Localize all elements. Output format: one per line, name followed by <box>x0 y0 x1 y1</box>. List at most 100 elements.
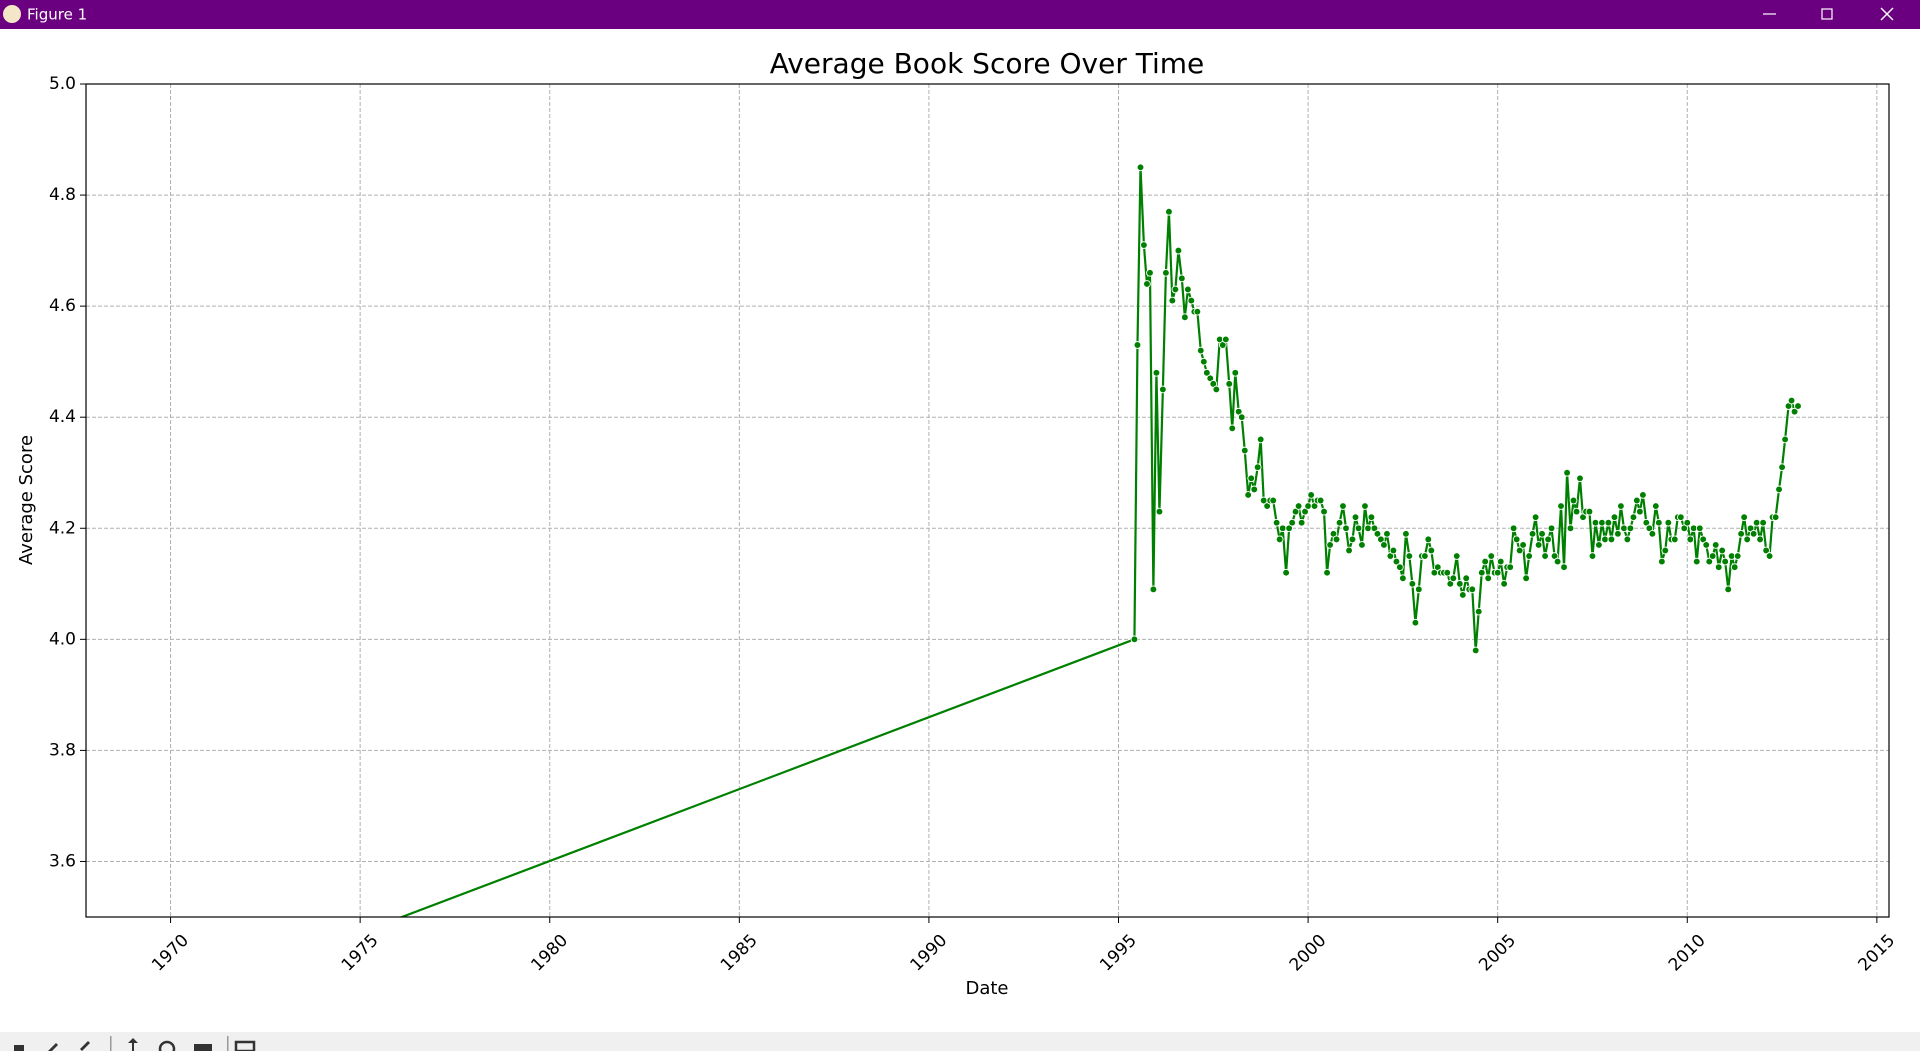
data-point <box>1705 557 1714 566</box>
data-point <box>1528 529 1537 538</box>
data-point <box>1392 557 1401 566</box>
data-point <box>1481 557 1490 566</box>
data-point <box>1294 502 1303 510</box>
data-point <box>1247 474 1256 483</box>
data-point <box>1676 513 1685 522</box>
data-point <box>1569 496 1578 505</box>
data-point <box>1165 207 1173 216</box>
data-point <box>1405 552 1414 560</box>
data-point <box>1515 546 1524 555</box>
data-point <box>1380 541 1388 549</box>
data-point <box>1534 541 1543 549</box>
data-point <box>1695 524 1704 533</box>
data-point <box>1389 546 1398 555</box>
data-point <box>1275 535 1284 544</box>
data-point <box>1636 507 1644 516</box>
y-axis-label: Average Score <box>16 435 37 565</box>
data-point <box>1187 296 1196 305</box>
data-point <box>1733 552 1742 560</box>
data-point <box>1181 313 1189 322</box>
data-point <box>1775 485 1783 494</box>
data-point <box>1787 396 1796 405</box>
data-point <box>1614 529 1622 538</box>
data-point <box>1342 524 1350 533</box>
data-point <box>1702 541 1711 549</box>
data-point <box>1237 413 1246 422</box>
data-point <box>1462 574 1471 583</box>
data-point <box>1563 468 1571 477</box>
restore-button[interactable] <box>1821 8 1833 20</box>
data-point <box>1629 513 1638 522</box>
data-point <box>1560 563 1568 571</box>
x-tick-label: 1995 <box>1096 931 1141 976</box>
data-point <box>164 1002 171 1009</box>
data-point <box>1177 274 1186 283</box>
close-button[interactable] <box>1880 7 1894 21</box>
y-tick-label: 4.0 <box>49 629 76 649</box>
data-point <box>1449 574 1458 583</box>
data-point <box>1162 268 1170 277</box>
data-point <box>1686 535 1695 544</box>
x-tick-label: 2015 <box>1854 931 1899 976</box>
data-point <box>1468 585 1477 594</box>
data-point <box>1358 541 1366 549</box>
data-point <box>1203 368 1211 377</box>
data-point <box>1651 502 1660 510</box>
data-point <box>1364 524 1372 533</box>
data-point <box>1512 535 1521 544</box>
toolbar <box>0 1032 1920 1051</box>
x-tick-label: 2005 <box>1475 931 1520 976</box>
data-point <box>1607 535 1616 544</box>
data-point <box>1452 552 1461 560</box>
data-point <box>1212 385 1221 394</box>
data-point <box>1721 557 1730 566</box>
data-point <box>1604 518 1613 527</box>
data-point <box>1411 618 1420 627</box>
data-point <box>1140 241 1148 249</box>
data-point <box>1692 557 1701 566</box>
data-point <box>1253 463 1262 472</box>
data-point <box>1610 513 1619 522</box>
data-point <box>1396 563 1404 571</box>
data-point <box>1591 518 1600 527</box>
data-point <box>1414 585 1423 594</box>
data-point <box>1484 574 1493 583</box>
toolbar-icons[interactable] <box>14 1036 256 1051</box>
data-point <box>1544 535 1552 544</box>
data-point <box>1402 529 1410 538</box>
data-point <box>1601 535 1609 544</box>
data-point <box>1781 435 1789 444</box>
data-point <box>1326 541 1334 549</box>
axes: 3.6 3.8 4.0 4.2 4.4 4.6 4.8 5.0 1970 1975 1980 1985… <box>49 74 1899 1009</box>
data-point <box>1525 552 1534 560</box>
data-point <box>1351 513 1360 522</box>
data-point <box>1639 491 1647 499</box>
data-point <box>1136 163 1145 172</box>
x-tick-label: 2010 <box>1665 931 1710 976</box>
data-point <box>1184 285 1192 294</box>
data-point <box>1458 591 1467 599</box>
data-point <box>1149 585 1158 594</box>
data-point <box>1421 552 1429 560</box>
data-point <box>1193 307 1202 316</box>
data-point <box>1724 585 1733 594</box>
y-tick-label: 4.6 <box>49 296 76 316</box>
data-point <box>1566 524 1575 533</box>
data-point <box>1595 541 1603 549</box>
data-point <box>1670 535 1679 544</box>
data-point <box>1711 541 1720 549</box>
data-point <box>1225 380 1234 388</box>
y-tick-label: 3.8 <box>49 740 76 760</box>
data-point <box>1288 518 1297 527</box>
data-point <box>1316 496 1325 505</box>
data-point <box>1585 507 1594 516</box>
data-point <box>1297 518 1306 527</box>
data-point <box>1714 563 1723 571</box>
y-tick-label: 3.6 <box>49 851 76 871</box>
data-point <box>1708 552 1717 560</box>
title-bar <box>0 0 1920 29</box>
data-point <box>1500 579 1508 588</box>
data-point <box>1307 491 1315 499</box>
data-point <box>1509 524 1518 533</box>
